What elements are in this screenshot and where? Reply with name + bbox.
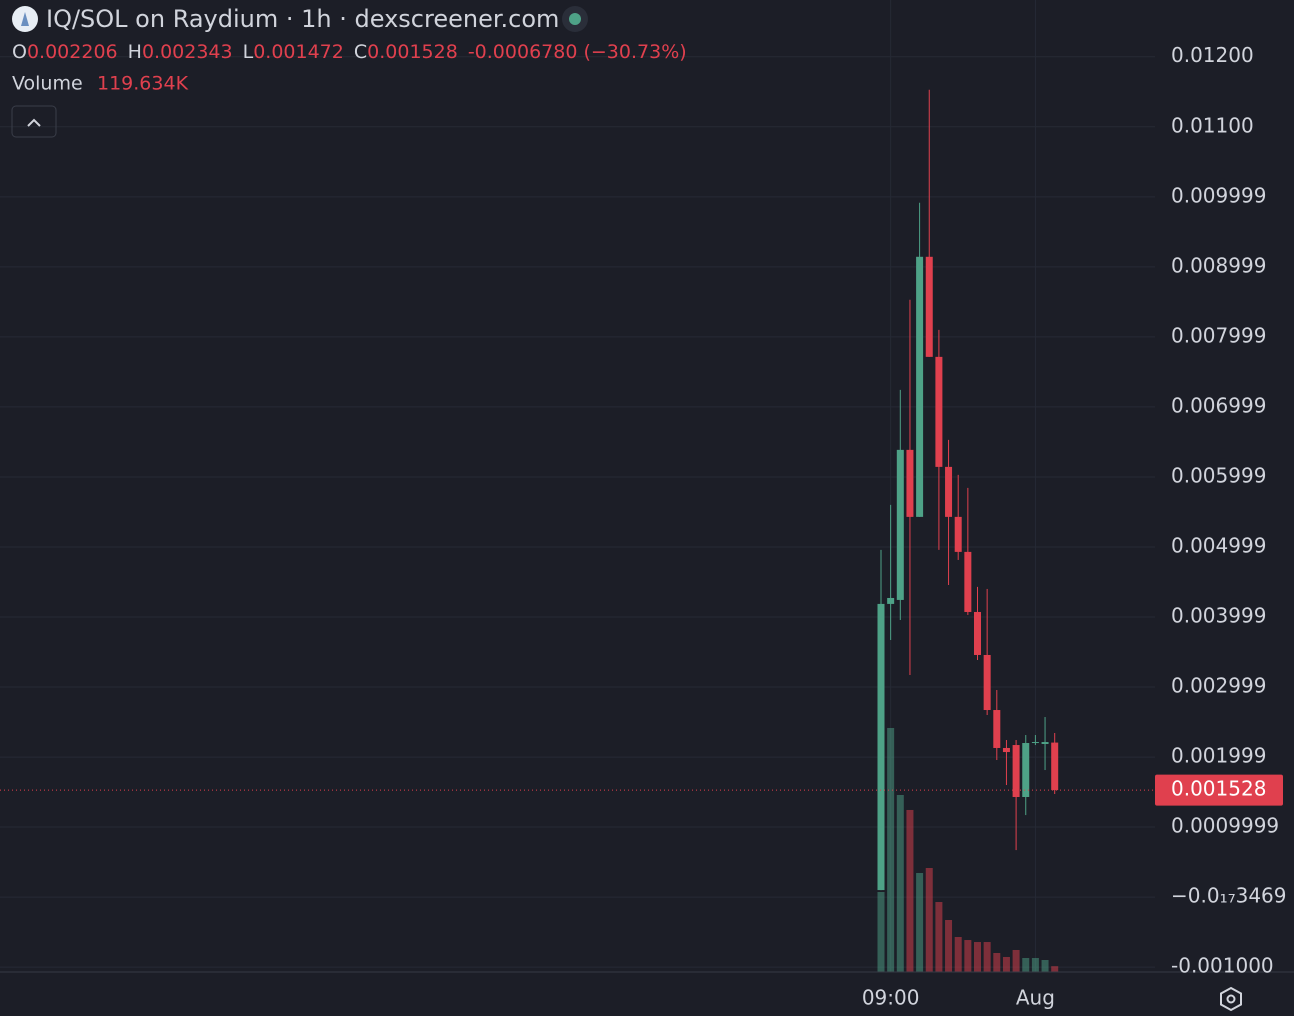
ohlc-key: H: [128, 41, 142, 63]
candle-body: [954, 516, 962, 552]
volume-bar: [916, 873, 924, 972]
volume-bar: [877, 892, 885, 972]
candle-body: [1022, 743, 1030, 797]
candle-body: [983, 654, 991, 711]
y-tick-label: 0.01200: [1171, 43, 1254, 67]
volume-bar: [983, 942, 991, 972]
grid: [0, 0, 1155, 972]
y-tick-label: 0.004999: [1171, 533, 1266, 557]
candle-body: [896, 449, 904, 600]
candle-body: [945, 466, 953, 517]
candle-body: [1002, 747, 1010, 753]
y-tick-label: 0.007999: [1171, 323, 1266, 347]
candle-body: [1051, 742, 1059, 791]
volume-label: Volume: [12, 73, 83, 95]
volume-bar: [964, 940, 972, 972]
token-icon-glyph: [21, 12, 29, 26]
volume-value: 119.634K: [97, 73, 189, 95]
ohlc-value: 0.001528: [367, 41, 458, 63]
volume-bar: [1041, 959, 1049, 972]
x-tick-label: 09:00: [862, 986, 920, 1010]
volume-bar: [1022, 958, 1030, 972]
candle-body: [974, 611, 981, 655]
settings-icon-center: [1226, 994, 1236, 1004]
candle-body: [935, 356, 943, 467]
ohlc-row: O0.002206 H0.002343 L0.001472 C0.001528 -0.0…: [12, 41, 687, 63]
last-price-tag: [1155, 774, 1283, 806]
volume-bar: [896, 794, 904, 972]
y-tick-label: 0.002999: [1171, 674, 1266, 698]
volume-bar: [993, 952, 1001, 972]
volume-bar: [974, 942, 981, 972]
volume-bar: [1051, 966, 1059, 972]
y-tick-label: 0.003999: [1171, 604, 1266, 628]
volume-bar: [1012, 949, 1020, 972]
candle-body: [1041, 742, 1049, 744]
volume-bar: [887, 727, 895, 972]
x-tick-label: Aug: [1016, 986, 1055, 1010]
y-tick-label: 0.006999: [1171, 393, 1266, 417]
candle-body: [887, 597, 895, 604]
volume-bar: [945, 919, 953, 972]
volume-pane: [877, 727, 1059, 972]
y-tick-label: -0.001000: [1171, 954, 1274, 978]
y-tick-label: 0.009999: [1171, 183, 1266, 207]
candle-body: [877, 603, 885, 891]
status-dot: [569, 13, 581, 25]
ohlc-key: O: [12, 41, 27, 63]
ohlc-value: 0.002343: [142, 41, 233, 63]
chart-title: IQ/SOL on Raydium · 1h · dexscreener.com: [46, 5, 559, 33]
legend-header: IQ/SOL on Raydium · 1h · dexscreener.com…: [11, 5, 687, 138]
ohlc-value: 0.001472: [253, 41, 344, 63]
candle-body: [916, 256, 924, 517]
candle-body: [1012, 745, 1020, 797]
ohlc-key: L: [243, 41, 254, 63]
collapse-chevron: [27, 118, 41, 127]
price-axis: 0.01200 0.01100 0.009999 0.008999 0.007999 0.…: [0, 43, 1287, 1010]
candle-body: [993, 710, 1001, 748]
candle-body: [964, 551, 972, 612]
candles: [877, 89, 1059, 891]
volume-bar: [906, 809, 914, 972]
volume-bar: [954, 937, 962, 972]
volume-bar: [1031, 958, 1039, 972]
settings-button[interactable]: [1220, 986, 1242, 1012]
settings-icon: [1220, 986, 1242, 1012]
candle-body: [906, 449, 914, 517]
candle-body: [925, 256, 933, 357]
ohlc-key: C: [354, 41, 367, 63]
candle-body: [1031, 742, 1039, 744]
y-tick-label: 0.005999: [1171, 463, 1266, 487]
y-tick-label: 0.008999: [1171, 253, 1266, 277]
ohlc-value: 0.002206: [27, 41, 118, 63]
volume-bar: [1002, 956, 1010, 972]
volume-bar: [935, 902, 943, 972]
volume-bar: [925, 867, 933, 972]
change-value: -0.0006780 (−30.73%): [468, 41, 687, 63]
y-tick-label: 0.0009999: [1171, 814, 1279, 838]
last-price-label: 0.001528: [1171, 777, 1266, 801]
y-tick-label: 0.001999: [1171, 744, 1266, 768]
y-tick-label: −0.0₁₇3469: [1171, 884, 1287, 908]
y-tick-label: 0.01100: [1171, 113, 1254, 137]
collapse-button[interactable]: [11, 105, 57, 138]
